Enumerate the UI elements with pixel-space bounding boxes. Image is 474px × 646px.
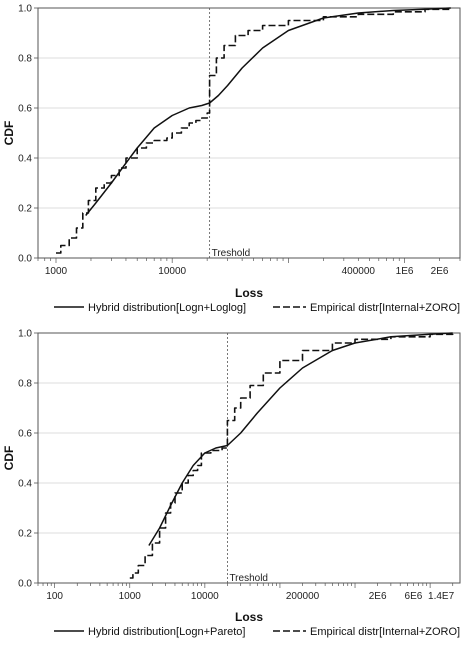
series-line-hybrid (148, 332, 453, 546)
series-line-empirical (56, 8, 452, 254)
y-tick-label: 0.8 (18, 379, 32, 390)
legend-label-hybrid: Hybrid distribution[Logn+Pareto] (88, 626, 245, 638)
chart-top: 0.0 0.2 0.4 0.6 0.8 1.0 1000 10000 400000 1E6 2E6 C… (2, 4, 461, 314)
y-tick-label: 0.8 (18, 54, 32, 65)
x-tick-label: 2E6 (431, 266, 449, 277)
chart-bottom: 0.0 0.2 0.4 0.6 0.8 1.0 100 1000 10000 200000 2E6 6… (2, 329, 461, 638)
y-tick-label: 0.4 (18, 154, 32, 165)
x-tick-label: 400000 (342, 266, 376, 277)
legend-label-empirical: Empirical distr[Internal+ZORO] (310, 302, 460, 314)
legend-label-empirical: Empirical distr[Internal+ZORO] (310, 626, 460, 638)
y-tick-label: 0.6 (18, 429, 32, 440)
threshold-label: Treshold (229, 573, 268, 584)
x-tick-label: 10000 (191, 591, 219, 602)
y-tick-label: 0.6 (18, 104, 32, 115)
threshold-label: Treshold (212, 248, 251, 259)
x-tick-label: 1000 (119, 591, 142, 602)
x-tick-label: 1E6 (396, 266, 414, 277)
y-tick-label: 1.0 (18, 4, 32, 15)
x-axis-title: Loss (235, 286, 263, 300)
x-tick-label: 200000 (286, 591, 320, 602)
y-axis-title: CDF (2, 121, 16, 146)
series-line-hybrid (85, 7, 451, 216)
x-tick-label: 1.4E7 (428, 591, 455, 602)
y-tick-label: 0.4 (18, 479, 32, 490)
x-tick-label: 2E6 (369, 591, 387, 602)
y-tick-label: 0.2 (18, 529, 32, 540)
y-tick-label: 0.2 (18, 204, 32, 215)
x-axis-title: Loss (235, 610, 263, 624)
y-tick-label: 1.0 (18, 329, 32, 340)
x-tick-label: 100 (46, 591, 63, 602)
y-axis-title: CDF (2, 446, 16, 471)
y-tick-label: 0.0 (18, 254, 32, 265)
x-tick-label: 6E6 (405, 591, 423, 602)
series-line-empirical (129, 333, 454, 579)
y-tick-label: 0.0 (18, 579, 32, 590)
plot-frame (37, 7, 461, 259)
legend-label-hybrid: Hybrid distribution[Logn+Loglog] (88, 302, 246, 314)
plot-frame (37, 332, 461, 584)
x-tick-label: 10000 (158, 266, 186, 277)
x-tick-label: 1000 (45, 266, 68, 277)
